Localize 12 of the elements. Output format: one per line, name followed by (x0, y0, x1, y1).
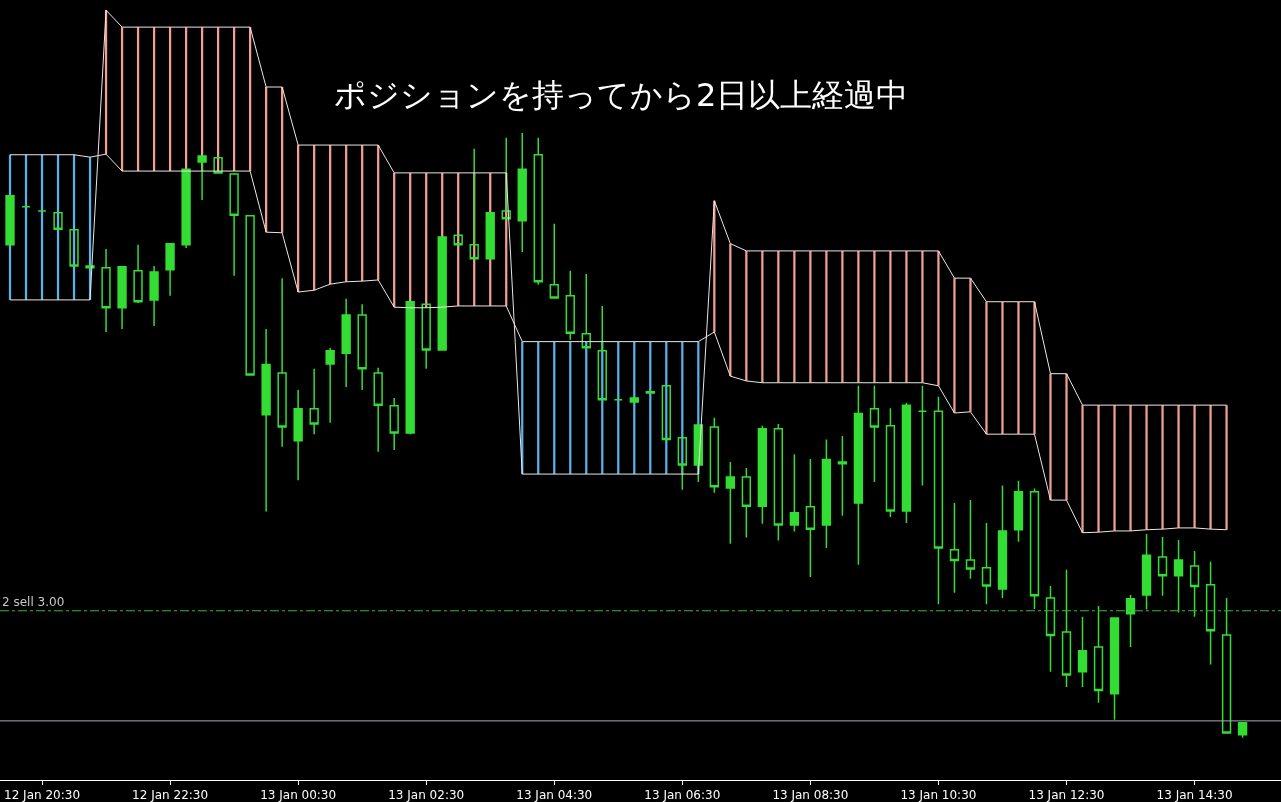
x-tick-label: 13 Jan 02:30 (388, 788, 465, 802)
x-tick-label: 12 Jan 22:30 (132, 788, 209, 802)
x-tick-label: 13 Jan 00:30 (260, 788, 337, 802)
ref-line-label: 2 sell 3.00 (2, 595, 65, 609)
x-tick-label: 13 Jan 04:30 (516, 788, 593, 802)
x-tick-label: 13 Jan 10:30 (900, 788, 977, 802)
x-tick-label: 13 Jan 08:30 (772, 788, 849, 802)
x-tick-label: 13 Jan 06:30 (644, 788, 721, 802)
chart-title: ポジションを持ってから2日以上経過中 (334, 76, 909, 115)
x-tick-label: 12 Jan 20:30 (4, 788, 81, 802)
x-tick-label: 13 Jan 14:30 (1156, 788, 1233, 802)
x-tick-label: 13 Jan 12:30 (1028, 788, 1105, 802)
